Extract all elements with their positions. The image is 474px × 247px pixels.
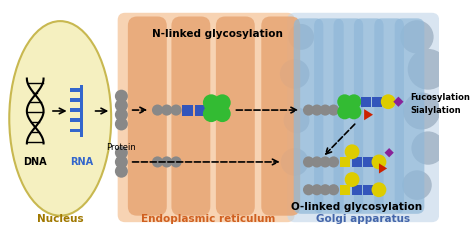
Circle shape (280, 59, 310, 89)
Circle shape (402, 170, 432, 200)
Circle shape (303, 184, 314, 195)
Circle shape (319, 184, 331, 195)
Polygon shape (393, 97, 403, 107)
Circle shape (115, 108, 128, 121)
Circle shape (288, 24, 314, 50)
Polygon shape (379, 163, 387, 174)
Bar (352, 157, 362, 167)
Bar (361, 97, 371, 107)
Circle shape (311, 104, 322, 116)
Bar (71, 129, 80, 132)
Circle shape (328, 104, 339, 116)
Bar (352, 185, 362, 195)
FancyBboxPatch shape (172, 17, 210, 216)
Circle shape (214, 105, 231, 122)
FancyBboxPatch shape (216, 17, 255, 216)
Bar (363, 185, 373, 195)
Text: O-linked glycosylation: O-linked glycosylation (291, 202, 422, 212)
Circle shape (171, 156, 182, 167)
Circle shape (303, 104, 314, 116)
Circle shape (115, 165, 128, 178)
Circle shape (303, 156, 314, 167)
Circle shape (283, 107, 310, 133)
Bar (71, 88, 80, 92)
Circle shape (337, 104, 352, 119)
Circle shape (328, 184, 339, 195)
Circle shape (203, 94, 219, 111)
Bar (80, 85, 83, 137)
FancyBboxPatch shape (334, 18, 363, 214)
FancyBboxPatch shape (395, 18, 424, 214)
Circle shape (381, 94, 396, 109)
Circle shape (372, 182, 386, 197)
Circle shape (152, 104, 163, 116)
Text: DNA: DNA (23, 157, 47, 167)
Bar (182, 104, 193, 116)
Circle shape (345, 144, 359, 159)
FancyBboxPatch shape (294, 18, 323, 214)
FancyBboxPatch shape (287, 13, 439, 222)
Circle shape (372, 155, 386, 169)
Circle shape (203, 105, 219, 122)
Circle shape (171, 104, 182, 116)
Bar (363, 157, 373, 167)
Text: Sialylation: Sialylation (410, 106, 461, 116)
Circle shape (411, 131, 445, 165)
Circle shape (337, 94, 352, 109)
Bar (71, 98, 80, 102)
Bar (339, 157, 350, 167)
Circle shape (346, 94, 361, 109)
Text: Golgi apparatus: Golgi apparatus (316, 214, 410, 224)
Circle shape (400, 20, 434, 54)
Text: RNA: RNA (70, 157, 93, 167)
FancyBboxPatch shape (374, 18, 404, 214)
Text: N-linked glycosylation: N-linked glycosylation (152, 29, 283, 40)
FancyBboxPatch shape (314, 18, 344, 214)
Text: Protein: Protein (107, 144, 136, 152)
Circle shape (281, 148, 309, 176)
Bar (71, 118, 80, 122)
Circle shape (115, 118, 128, 130)
Circle shape (346, 104, 361, 119)
FancyBboxPatch shape (128, 17, 167, 216)
Text: Nucleus: Nucleus (37, 214, 83, 224)
Circle shape (161, 104, 173, 116)
FancyBboxPatch shape (118, 13, 295, 222)
Circle shape (328, 156, 339, 167)
Circle shape (152, 156, 163, 167)
Circle shape (311, 156, 322, 167)
Ellipse shape (9, 21, 111, 216)
FancyBboxPatch shape (354, 18, 383, 214)
Circle shape (311, 184, 322, 195)
Text: Endoplasmic reticulum: Endoplasmic reticulum (141, 214, 276, 224)
Bar (372, 97, 382, 107)
Circle shape (115, 99, 128, 112)
Bar (71, 108, 80, 112)
Circle shape (115, 146, 128, 159)
Polygon shape (384, 148, 394, 157)
Circle shape (115, 155, 128, 168)
Text: Fucosylation: Fucosylation (410, 93, 470, 102)
Circle shape (161, 156, 173, 167)
Bar (194, 104, 206, 116)
Circle shape (319, 104, 331, 116)
Circle shape (403, 92, 440, 129)
Polygon shape (364, 109, 373, 120)
FancyBboxPatch shape (261, 17, 300, 216)
Circle shape (408, 49, 448, 90)
Circle shape (214, 94, 231, 111)
Bar (339, 185, 350, 195)
Circle shape (319, 156, 331, 167)
Circle shape (115, 90, 128, 103)
Circle shape (345, 172, 359, 187)
